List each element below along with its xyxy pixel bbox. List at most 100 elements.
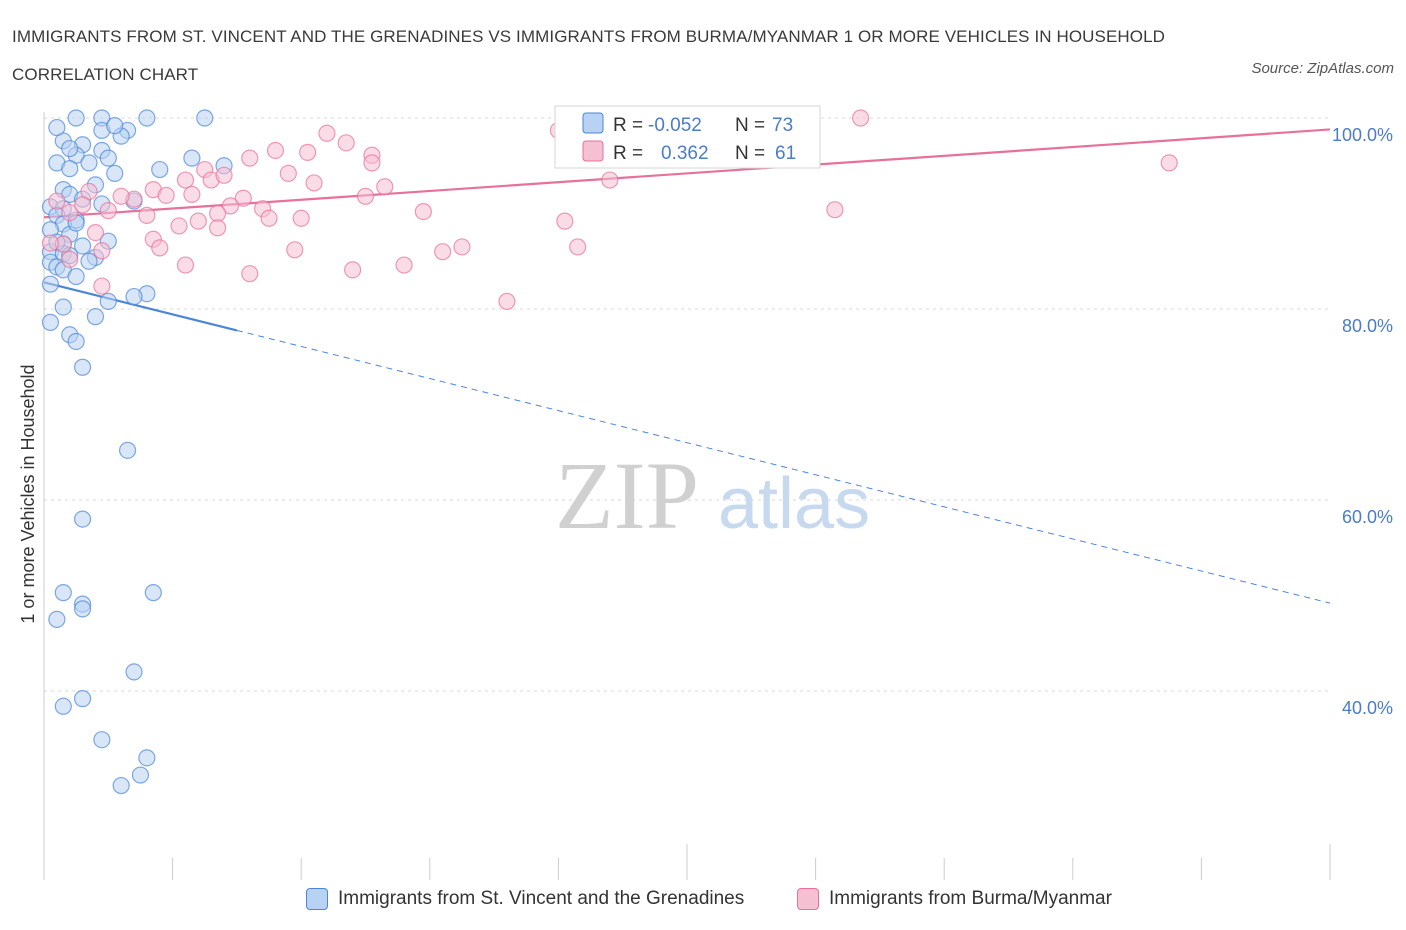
point-blue-43 xyxy=(99,292,117,310)
stats-n-label-1: N = xyxy=(735,115,765,136)
point-blue-51 xyxy=(73,510,92,528)
stats-r-label-2: R = xyxy=(613,143,643,164)
point-pink-39 xyxy=(86,224,105,242)
watermark-zip: ZIP xyxy=(555,442,699,549)
point-pink-33 xyxy=(138,206,156,225)
point-pink-49 xyxy=(61,250,79,268)
point-pink-13 xyxy=(279,164,297,182)
point-blue-52 xyxy=(54,584,72,602)
legend-label-st-vincent: Immigrants from St. Vincent and the Gren… xyxy=(338,888,745,909)
y-tick-label-0: 100.0% xyxy=(1332,125,1393,145)
point-blue-3 xyxy=(196,109,214,127)
point-pink-44 xyxy=(93,242,111,260)
source-label: Source: ZipAtlas.com xyxy=(1251,60,1394,77)
point-blue-44 xyxy=(54,298,72,316)
point-blue-18 xyxy=(106,164,124,182)
point-pink-3 xyxy=(318,124,336,142)
point-blue-46 xyxy=(41,313,60,331)
point-blue-55 xyxy=(73,600,92,618)
point-pink-24 xyxy=(234,189,252,207)
point-pink-11 xyxy=(1160,154,1178,172)
trend-line-blue-dashed xyxy=(236,329,1331,604)
point-blue-56 xyxy=(48,610,66,628)
point-blue-71 xyxy=(61,139,79,158)
point-blue-31 xyxy=(73,237,92,255)
point-pink-34 xyxy=(292,209,310,227)
stats-n-value-2: 61 xyxy=(775,143,796,164)
point-pink-32 xyxy=(826,201,844,219)
stats-r-value-2: 0.362 xyxy=(661,143,709,164)
point-blue-11 xyxy=(99,149,117,167)
stats-r-label-1: R = xyxy=(613,115,643,136)
y-tick-labels: 100.0% 80.0% 60.0% 40.0% xyxy=(1332,125,1393,718)
y-tick-label-3: 40.0% xyxy=(1342,698,1393,718)
point-pink-26 xyxy=(48,192,66,210)
point-blue-53 xyxy=(144,584,162,602)
trend-line-blue xyxy=(43,281,238,332)
stats-n-value-1: 73 xyxy=(772,115,793,136)
watermark: ZIP atlas xyxy=(555,442,870,549)
point-blue-60 xyxy=(93,731,111,749)
point-pink-36 xyxy=(189,212,207,230)
point-pink-51 xyxy=(241,265,259,283)
point-pink-42 xyxy=(151,239,169,257)
legend-swatch-pink xyxy=(797,888,819,910)
legend-item-burma: Immigrants from Burma/Myanmar xyxy=(797,888,1112,910)
point-pink-38 xyxy=(209,219,227,237)
legend-swatch-blue xyxy=(306,888,328,910)
point-pink-19 xyxy=(376,178,394,196)
point-blue-0 xyxy=(67,109,85,127)
point-blue-12 xyxy=(183,149,201,167)
point-pink-43 xyxy=(453,238,471,256)
point-pink-37 xyxy=(556,212,574,230)
point-blue-50 xyxy=(118,441,137,459)
point-blue-62 xyxy=(131,766,150,784)
point-pink-27 xyxy=(221,197,240,215)
point-pink-58 xyxy=(260,209,278,227)
data-points xyxy=(41,109,1178,795)
point-pink-45 xyxy=(286,241,304,259)
point-pink-60 xyxy=(215,166,233,184)
point-blue-48 xyxy=(67,332,85,351)
point-blue-64 xyxy=(48,118,66,137)
point-pink-57 xyxy=(170,217,188,235)
y-tick-label-1: 80.0% xyxy=(1342,316,1393,336)
grid-lines xyxy=(44,117,1330,692)
point-pink-30 xyxy=(61,203,79,222)
stats-r-value-1: -0.052 xyxy=(648,115,702,136)
point-pink-59 xyxy=(112,187,130,205)
chart-title: IMMIGRANTS FROM ST. VINCENT AND THE GREN… xyxy=(12,27,1166,84)
point-blue-58 xyxy=(73,690,92,708)
point-pink-4 xyxy=(337,134,355,152)
point-pink-55 xyxy=(41,234,60,252)
point-pink-31 xyxy=(209,204,227,223)
point-pink-50 xyxy=(176,256,195,274)
stats-n-label-2: N = xyxy=(735,143,765,164)
point-pink-29 xyxy=(99,202,117,220)
point-pink-20 xyxy=(183,185,201,203)
watermark-atlas: atlas xyxy=(718,464,870,544)
point-pink-56 xyxy=(73,196,92,214)
point-pink-1 xyxy=(852,109,870,127)
bottom-legend: Immigrants from St. Vincent and the Gren… xyxy=(0,888,1406,918)
point-blue-45 xyxy=(86,308,105,326)
point-pink-35 xyxy=(414,202,432,221)
point-blue-70 xyxy=(106,117,124,135)
point-pink-46 xyxy=(434,243,452,261)
point-pink-10 xyxy=(363,154,381,172)
point-blue-59 xyxy=(54,697,72,715)
point-pink-48 xyxy=(395,256,413,274)
point-pink-22 xyxy=(157,186,175,204)
point-blue-14 xyxy=(80,154,98,172)
point-pink-47 xyxy=(569,238,587,256)
point-pink-53 xyxy=(93,277,111,295)
stats-legend: R = -0.052 N = 73 R = 0.362 N = 61 xyxy=(554,105,821,169)
point-blue-57 xyxy=(125,663,143,681)
point-blue-40 xyxy=(41,275,60,293)
point-pink-52 xyxy=(344,261,362,279)
stats-swatch-blue xyxy=(582,112,604,134)
point-pink-16 xyxy=(601,171,619,189)
point-blue-42 xyxy=(125,287,143,306)
legend-label-burma: Immigrants from Burma/Myanmar xyxy=(829,888,1112,909)
point-pink-23 xyxy=(356,187,375,205)
